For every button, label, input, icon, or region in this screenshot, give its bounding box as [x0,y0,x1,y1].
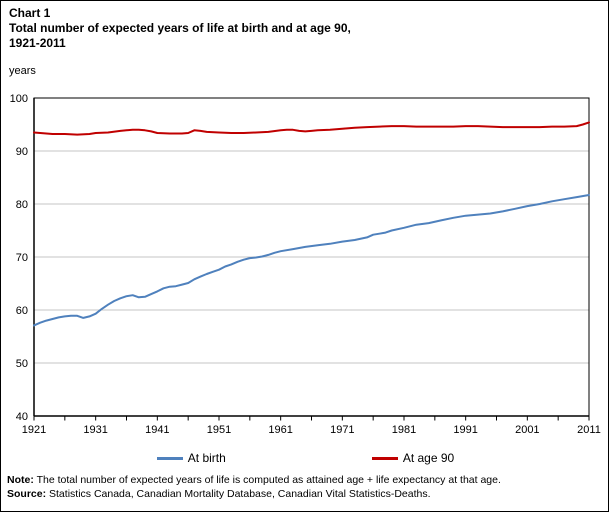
y-axis-unit-label: years [9,65,36,77]
chart-title-text: Total number of expected years of life a… [9,21,351,35]
legend-label-at-birth: At birth [187,451,226,465]
chart-title: Chart 1 Total number of expected years o… [9,6,351,51]
y-tick-label-100: 100 [10,93,28,105]
chart-title-years: 1921-2011 [9,36,66,50]
x-tick-label-1981: 1981 [392,424,416,436]
source-line: Source: Statistics Canada, Canadian Mort… [7,487,605,501]
note-text: The total number of expected years of li… [33,474,501,486]
y-tick-label-90: 90 [16,146,28,158]
footnotes: Note: The total number of expected years… [7,473,605,501]
legend-label-at-age-90: At age 90 [402,451,455,465]
x-tick-label-1941: 1941 [145,424,169,436]
y-tick-label-80: 80 [16,199,28,211]
note-line: Note: The total number of expected years… [7,473,605,487]
source-label: Source: [7,488,47,500]
x-tick-label-2011: 2011 [577,424,601,436]
legend: At birth At age 90 [1,451,609,465]
chart-number: Chart 1 [9,6,51,20]
y-tick-label-40: 40 [16,411,28,423]
x-tick-label-1921: 1921 [22,424,46,436]
x-tick-label-1971: 1971 [330,424,354,436]
x-tick-label-1961: 1961 [268,424,292,436]
legend-item-at-age-90: At age 90 [371,451,455,465]
y-tick-label-60: 60 [16,305,28,317]
source-text: Statistics Canada, Canadian Mortality Da… [46,488,431,500]
x-tick-label-1951: 1951 [207,424,231,436]
series-line-at-age-90 [33,121,590,136]
chart-canvas: 40 50 60 70 80 90 100 1921 1931 1941 1951 1961 1971 1… [10,93,601,436]
series-line-at-birth [33,194,590,327]
y-tick-label-50: 50 [16,358,28,370]
x-tick-label-1931: 1931 [83,424,107,436]
at-birth-line-swatch [156,456,183,460]
x-tick-label-2001: 2001 [515,424,539,436]
legend-item-at-birth: At birth [156,451,226,465]
note-label: Note: [7,474,34,486]
y-tick-label-70: 70 [16,252,28,264]
x-tick-label-1991: 1991 [453,424,477,436]
at-age-90-line-swatch [371,456,398,460]
